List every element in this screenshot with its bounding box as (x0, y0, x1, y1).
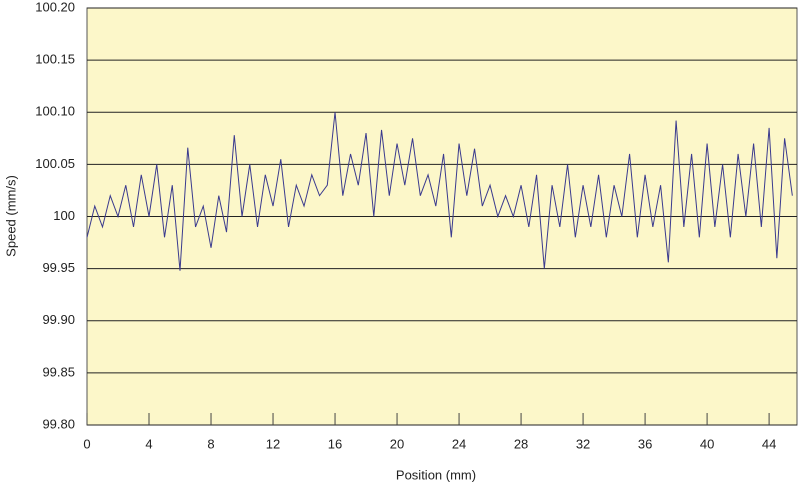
x-tick-label: 0 (83, 436, 90, 451)
y-tick-label: 100.10 (35, 104, 75, 119)
x-tick-label: 40 (700, 436, 714, 451)
y-tick-label: 100 (53, 208, 75, 223)
data-line (86, 112, 793, 271)
x-tick-label: 12 (266, 436, 280, 451)
x-tick-label: 36 (638, 436, 652, 451)
y-tick-label: 99.95 (42, 260, 75, 275)
y-axis-label: Speed (mm/s) (3, 175, 18, 257)
x-tick-label: 44 (762, 436, 776, 451)
x-tick-label: 4 (145, 436, 152, 451)
x-axis-label: Position (mm) (396, 467, 476, 482)
y-tick-label: 99.90 (42, 312, 75, 327)
y-tick-label: 100.05 (35, 156, 75, 171)
y-tick-label: 100.15 (35, 52, 75, 67)
x-tick-label: 20 (390, 436, 404, 451)
x-tick-label: 24 (452, 436, 466, 451)
y-tick-label: 100.20 (35, 0, 75, 14)
y-tick-label: 99.85 (42, 364, 75, 379)
x-tick-label: 8 (207, 436, 214, 451)
x-tick-label: 16 (328, 436, 342, 451)
x-tick-label: 28 (514, 436, 528, 451)
x-tick-label: 32 (576, 436, 590, 451)
y-tick-label: 99.80 (42, 416, 75, 431)
